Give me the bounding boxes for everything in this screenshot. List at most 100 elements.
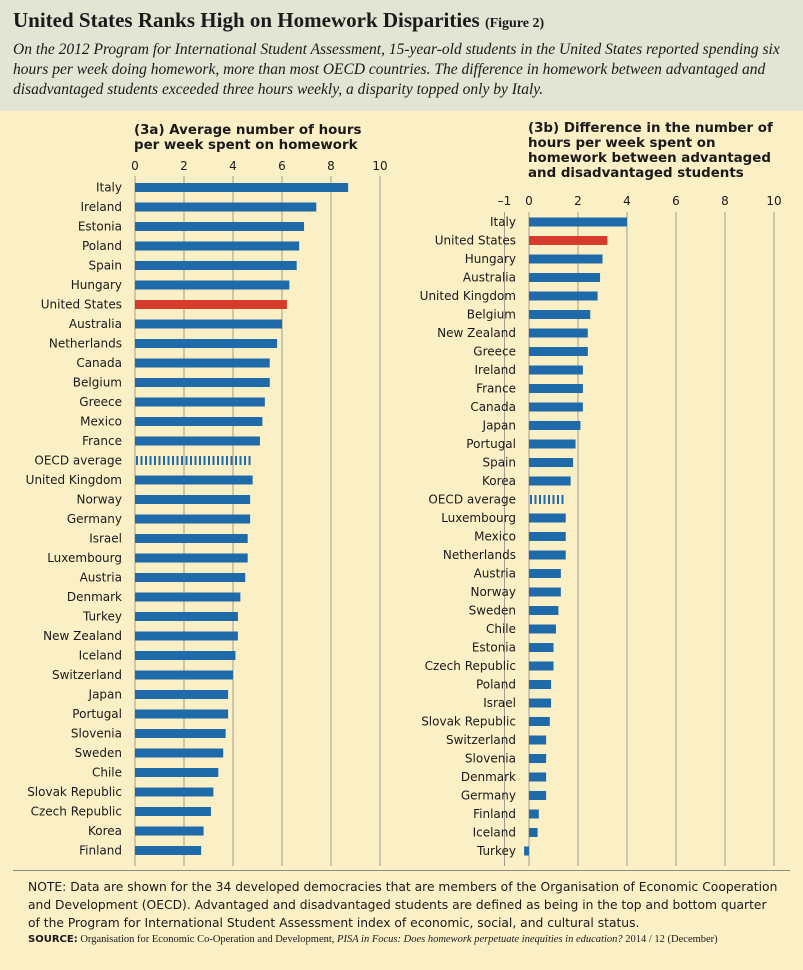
panel-a-bar [135,631,238,641]
panel-a-category-label: Austria [80,571,122,585]
panel-a-bar [135,690,229,699]
panel-a-bar [135,709,229,719]
panel-b-category-label: Greece [473,345,516,359]
panel-a-category-label: Korea [88,824,122,838]
panel-a-average-bar-segment [199,456,201,465]
panel-b-bar [529,828,538,837]
panel-b-bar [529,365,583,375]
panel-a-average-bar-segment [194,456,197,465]
panel-b-category-label: Czech Republic [425,659,516,673]
panel-a-bar [135,241,300,251]
page-title: United States Ranks High on Homework Dis… [13,8,793,33]
panel-a-bar [135,261,297,270]
panel-a-category-label: Chile [92,766,122,780]
panel-b-average-bar-segment [548,495,550,504]
panel-a-bar [135,514,251,524]
panel-a-tick-label: 6 [278,159,286,173]
panel-a-category-label: Sweden [75,746,122,760]
panel-b-bar [529,273,601,282]
panel-b-average-bar-segment [539,495,541,504]
panel-b-average-bar-segment [552,495,555,504]
panel-b-category-label: Slovenia [465,752,516,766]
panel-a-category-label: Greece [79,395,122,409]
panel-b-category-label: New Zealand [437,326,516,340]
title-text: United States Ranks High on Homework Dis… [13,8,480,32]
panel-b-tick-label: 4 [623,194,631,208]
panel-a-average-bar-segment [230,456,233,465]
panel-a-category-label: France [82,434,122,448]
panel-a-average-bar-segment [145,456,147,465]
panel-a-title-text: Average number of hours per week spent o… [134,123,362,153]
panel-a-bar [135,417,263,426]
panel-a-bar [135,670,233,680]
panel-b-category-label: Denmark [461,770,516,784]
panel-b-average-bar-segment [543,495,546,504]
panel-a-average-bar-segment [248,456,251,465]
panel-a-average-bar-segment [235,456,237,465]
panel-a-category-label: Estonia [78,220,122,234]
panel-a-tick-label: 0 [131,159,139,173]
source-label: SOURCE: [28,934,78,945]
panel-b-category-label: Sweden [469,604,516,618]
panel-b-category-label: Netherlands [443,548,516,562]
panel-a-category-label: United States [41,298,122,312]
panel-a-category-label: Netherlands [49,337,122,351]
panel-b-bar [529,735,547,745]
panel-a-average-bar-segment [239,456,242,465]
panel-a-category-label: Spain [88,259,122,273]
panel-b-bar [529,809,539,819]
panel-b-bar [529,587,561,597]
panel-b-bar [529,754,547,763]
panel-a-bar [135,378,270,387]
panel-a-category-label: OECD average [34,454,122,468]
panel-a-average-bar-segment [221,456,224,465]
panel-b-category-label: Norway [470,585,516,599]
panel-a-bar [135,202,317,212]
panel-b-tick-label: 6 [672,194,680,208]
panel-a-bar [135,729,226,738]
panel-a-bar [135,475,253,485]
figure-label: (Figure 2) [484,16,545,31]
panel-a-category-label: Iceland [79,649,122,663]
panel-b-category-label: Chile [486,622,516,636]
panel-a-bar [135,612,238,621]
panel-a-bar [135,183,349,192]
panel-b-average-bar-segment [530,495,532,504]
panel-a-bar [135,651,236,660]
panel-a-bar [135,807,211,816]
panel-a-bar [135,573,246,582]
footer-divider [13,870,790,871]
panel-b-category-label: United Kingdom [420,289,516,303]
panel-b-average-bar-segment [557,495,559,504]
panel-a-category-label: Slovak Republic [27,785,122,799]
panel-a-category-label: New Zealand [43,629,122,643]
panel-b-category-label: Austria [474,567,516,581]
panel-a-category-label: Turkey [82,610,122,624]
panel-a-average-bar-segment [217,456,219,465]
panel-a-average-bar-segment [136,456,138,465]
panel-b-average-bar-segment [561,495,564,504]
panel-b-bar [529,698,552,708]
panel-b-category-label: Finland [473,807,516,821]
panel-b-category-label: France [476,382,516,396]
panel-b-bar [529,643,554,652]
panel-a-bar [135,358,270,368]
panel-b-tick-label: 8 [721,194,729,208]
panel-a-average-bar-segment [244,456,246,465]
panel-a-bar [135,592,241,602]
panel-b-bar [529,236,608,245]
panel-a-bar [135,397,265,407]
panel-b-bar [529,310,591,319]
panel-a-average-bar-segment [226,456,228,465]
panel-b-bar [529,772,547,782]
panel-b-bar [529,717,550,726]
panel-b-category-label: Spain [482,456,516,470]
source-line: SOURCE: Organisation for Economic Co-Ope… [28,934,788,945]
panel-b-category-label: Estonia [472,641,516,655]
panel-a-category-label: Israel [89,532,122,546]
panel-b-bar [529,661,554,671]
panel-a-tick-label: 10 [372,159,387,173]
panel-b-category-label: Japan [482,419,516,433]
panel-a-tick-label: 8 [327,159,335,173]
